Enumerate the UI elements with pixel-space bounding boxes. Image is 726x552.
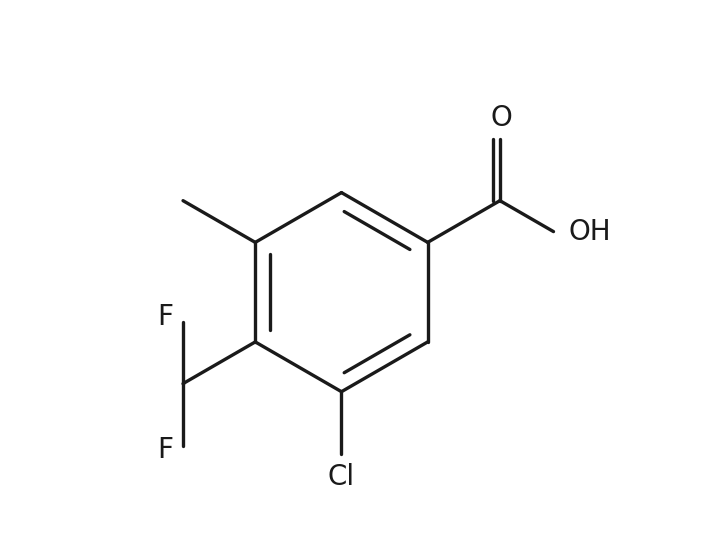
- Text: OH: OH: [568, 217, 611, 246]
- Text: F: F: [158, 436, 174, 464]
- Text: F: F: [158, 304, 174, 331]
- Text: Cl: Cl: [328, 463, 355, 491]
- Text: O: O: [490, 104, 512, 132]
